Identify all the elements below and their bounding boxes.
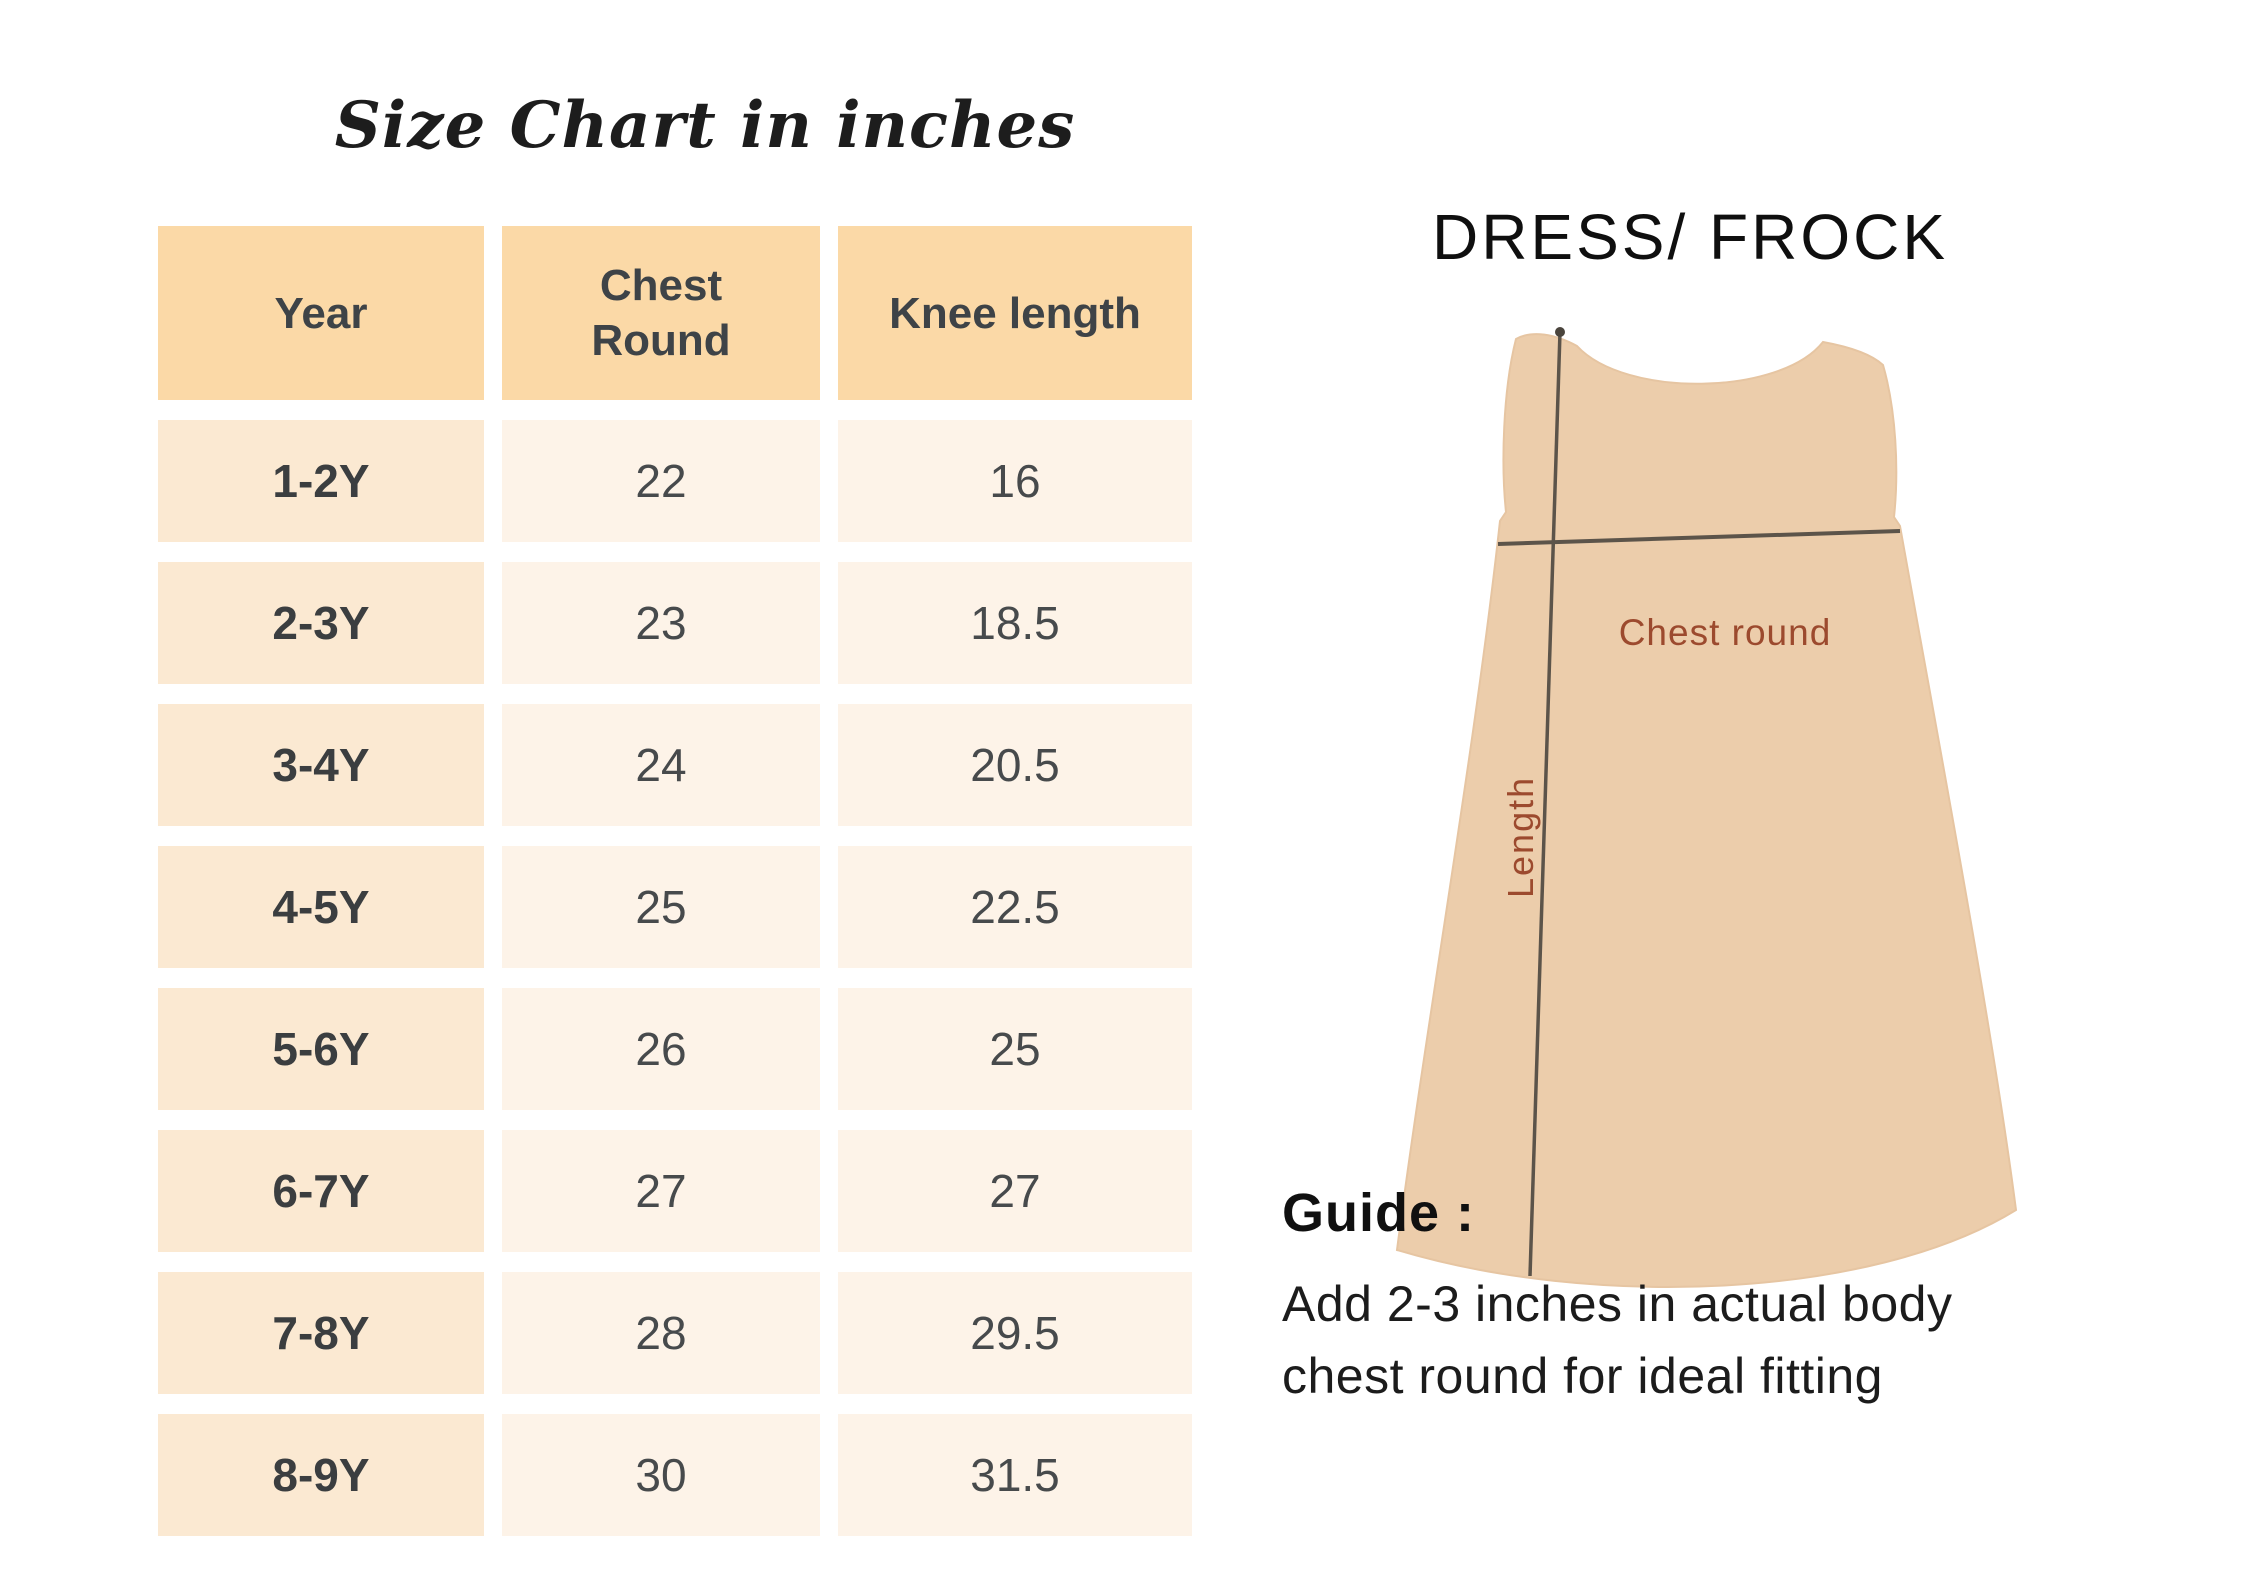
chest-cell: 24 [502, 704, 820, 826]
knee-cell: 16 [838, 420, 1192, 542]
size-table: Year Chest Round Knee length 1-2Y 22 16 … [158, 226, 1192, 1536]
garment-type-title: DRESS/ FROCK [1431, 201, 1949, 273]
dress-silhouette [1395, 333, 2018, 1288]
guide-line: Add 2-3 inches in actual body [1282, 1276, 1953, 1332]
chest-cell: 23 [502, 562, 820, 684]
chest-cell: 26 [502, 988, 820, 1110]
chest-cell: 30 [502, 1414, 820, 1536]
year-cell: 5-6Y [158, 988, 484, 1110]
knee-cell: 22.5 [838, 846, 1192, 968]
chest-cell: 28 [502, 1272, 820, 1394]
year-cell: 2-3Y [158, 562, 484, 684]
length-measure-line [1528, 331, 1562, 1277]
year-cell: 8-9Y [158, 1414, 484, 1536]
length-line-dot [1555, 327, 1565, 337]
year-cell: 1-2Y [158, 420, 484, 542]
chest-cell: 22 [502, 420, 820, 542]
knee-cell: 18.5 [838, 562, 1192, 684]
knee-cell: 29.5 [838, 1272, 1192, 1394]
chest-cell: 27 [502, 1130, 820, 1252]
guide-text: Add 2-3 inches in actual body chest roun… [1282, 1268, 2142, 1412]
year-cell: 6-7Y [158, 1130, 484, 1252]
dress-diagram: Chest round Length [1395, 327, 2018, 1288]
guide-line: chest round for ideal fitting [1282, 1348, 1883, 1404]
length-label: Length [1500, 776, 1541, 898]
chest-round-label: Chest round [1619, 612, 1832, 653]
header-cell-knee: Knee length [838, 226, 1192, 400]
knee-cell: 20.5 [838, 704, 1192, 826]
header-cell-year: Year [158, 226, 484, 400]
size-chart-title: Size Chart in inches [334, 88, 1076, 163]
year-cell: 7-8Y [158, 1272, 484, 1394]
year-cell: 4-5Y [158, 846, 484, 968]
chest-measure-line [1497, 529, 1901, 546]
chest-cell: 25 [502, 846, 820, 968]
guide-heading: Guide : [1282, 1183, 1475, 1243]
header-cell-chest: Chest Round [502, 226, 820, 400]
year-cell: 3-4Y [158, 704, 484, 826]
knee-cell: 31.5 [838, 1414, 1192, 1536]
knee-cell: 25 [838, 988, 1192, 1110]
knee-cell: 27 [838, 1130, 1192, 1252]
